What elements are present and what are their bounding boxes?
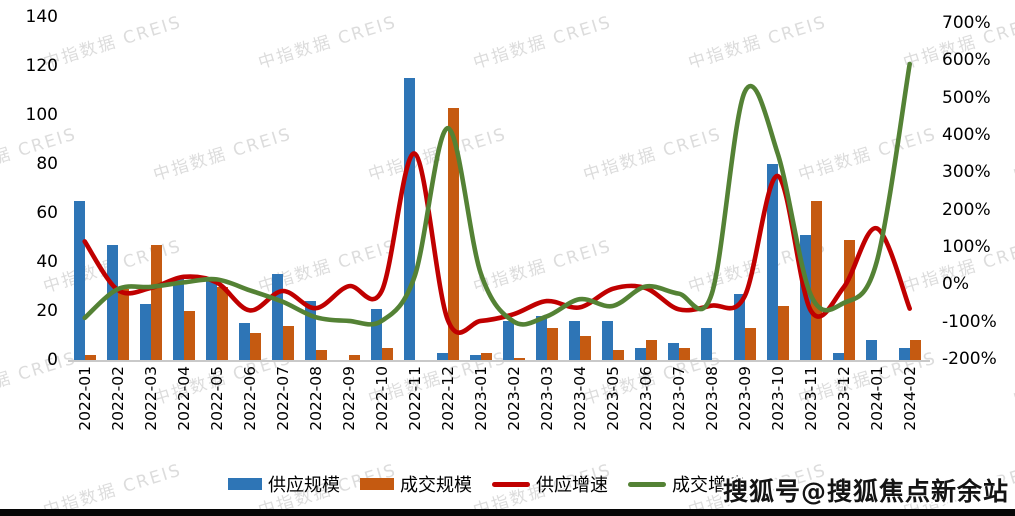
left-axis-tick: 20: [36, 301, 58, 321]
supply-bar: [238, 323, 250, 360]
left-axis-tick: 80: [36, 154, 58, 174]
supply-bar: [304, 301, 316, 360]
legend-bar-swatch: [228, 478, 262, 490]
sohu-watermark: 搜狐号@搜狐焦点新余站: [722, 477, 1009, 506]
transaction-bar: [579, 335, 591, 360]
transaction-bar: [84, 355, 96, 360]
supply-bar: [634, 347, 646, 360]
transaction-bar: [117, 288, 129, 360]
supply-bar: [832, 352, 844, 360]
legend: 供应规模 成交规模 供应增速 成交增速: [228, 471, 744, 497]
transaction-bar: [645, 340, 657, 360]
supply-growth-line: [82, 151, 912, 335]
transaction-bar: [810, 200, 822, 360]
legend-item-bar: 供应规模: [228, 471, 340, 497]
right-axis-tick: 700%: [942, 12, 991, 33]
x-axis-baseline: [68, 360, 930, 362]
left-axis-tick: 0: [47, 350, 58, 370]
right-axis-tick: 600%: [942, 50, 991, 71]
supply-bar: [667, 342, 679, 360]
transaction-bar: [744, 328, 756, 360]
legend-item-line: 成交增速: [628, 471, 744, 497]
supply-bar: [106, 244, 118, 360]
right-axis-tick: 200%: [942, 199, 991, 220]
supply-bar: [370, 308, 382, 360]
right-axis-tick: 0%: [942, 274, 969, 295]
transaction-bar: [216, 286, 228, 360]
supply-bar: [898, 347, 910, 360]
right-axis-tick: 300%: [942, 162, 991, 183]
left-axis-tick: 60: [36, 203, 58, 223]
transaction-bar: [249, 333, 261, 360]
supply-bar: [73, 200, 85, 360]
supply-bar: [865, 340, 877, 360]
transaction-bar: [150, 244, 162, 360]
supply-bar: [766, 164, 778, 360]
supply-bar: [502, 320, 514, 360]
transaction-bar: [612, 350, 624, 360]
transaction-bar: [678, 347, 690, 360]
supply-bar: [205, 279, 217, 360]
legend-line-swatch: [492, 481, 530, 487]
supply-bar: [601, 320, 613, 360]
legend-line-swatch: [628, 481, 666, 487]
supply-bar: [436, 352, 448, 360]
transaction-bar: [546, 328, 558, 360]
transaction-bar: [315, 350, 327, 360]
legend-label: 成交增速: [672, 475, 744, 496]
transaction-bar: [480, 352, 492, 360]
transaction-bar: [282, 325, 294, 360]
right-axis-tick: -100%: [942, 311, 997, 332]
supply-bar: [271, 274, 283, 360]
right-axis-tick: -200%: [942, 348, 997, 369]
transaction-bar: [777, 306, 789, 360]
left-axis-tick: 100: [25, 105, 58, 125]
transaction-bar: [447, 107, 459, 360]
legend-bar-swatch: [360, 478, 394, 490]
left-axis-tick: 120: [25, 56, 58, 76]
right-axis-tick: 500%: [942, 87, 991, 108]
supply-bar: [733, 293, 745, 360]
legend-label: 供应增速: [536, 475, 608, 496]
supply-bar: [172, 279, 184, 360]
right-axis-tick: 100%: [942, 236, 991, 257]
supply-bar: [469, 355, 481, 360]
supply-bar: [568, 320, 580, 360]
left-axis-tick: 140: [25, 7, 58, 27]
transaction-bar: [183, 311, 195, 360]
transaction-bar: [381, 347, 393, 360]
right-axis-tick: 400%: [942, 124, 991, 145]
legend-item-line: 供应增速: [492, 471, 608, 497]
supply-bar: [403, 78, 415, 360]
supply-bar: [139, 303, 151, 360]
supply-bar: [535, 315, 547, 360]
transaction-bar: [909, 340, 921, 360]
legend-label: 供应规模: [268, 475, 340, 496]
transaction-bar: [348, 355, 360, 360]
supply-bar: [700, 328, 712, 360]
transaction-bar: [513, 357, 525, 360]
legend-label: 成交规模: [400, 475, 472, 496]
transaction-growth-line: [82, 61, 912, 327]
legend-item-bar: 成交规模: [360, 471, 472, 497]
left-axis-tick: 40: [36, 252, 58, 272]
bottom-black-bar: [0, 509, 1015, 516]
